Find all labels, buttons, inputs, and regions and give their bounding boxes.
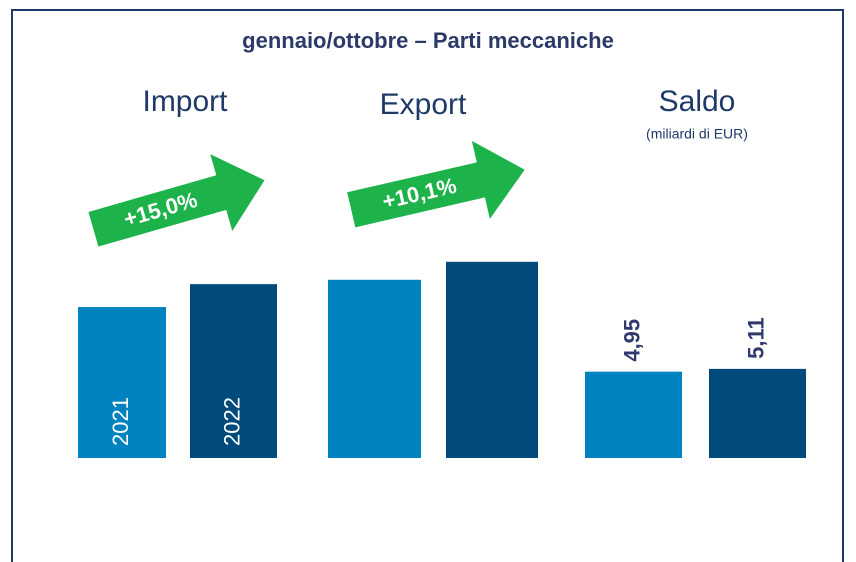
bar (78, 307, 166, 458)
panel-title: Export (380, 88, 467, 121)
category-label: 2021 (108, 397, 133, 446)
value-label: 4,95 (619, 319, 644, 362)
bar (190, 284, 277, 458)
bar (585, 371, 682, 458)
growth-arrow: +15,0% (88, 154, 265, 247)
arrow-shape (347, 140, 525, 228)
arrow-shape (88, 154, 265, 247)
panel-subtitle: (miliardi di EUR) (646, 126, 748, 142)
growth-arrow: +10,1% (347, 140, 525, 228)
category-label: 2022 (219, 397, 244, 446)
panel-title: Import (142, 85, 228, 118)
chart-title: gennaio/ottobre – Parti meccaniche (242, 28, 614, 53)
bar (709, 368, 806, 458)
bar (446, 261, 538, 458)
bar (328, 279, 421, 458)
panel-title: Saldo (659, 85, 736, 118)
value-label: 5,11 (743, 317, 768, 359)
frame (11, 9, 844, 562)
